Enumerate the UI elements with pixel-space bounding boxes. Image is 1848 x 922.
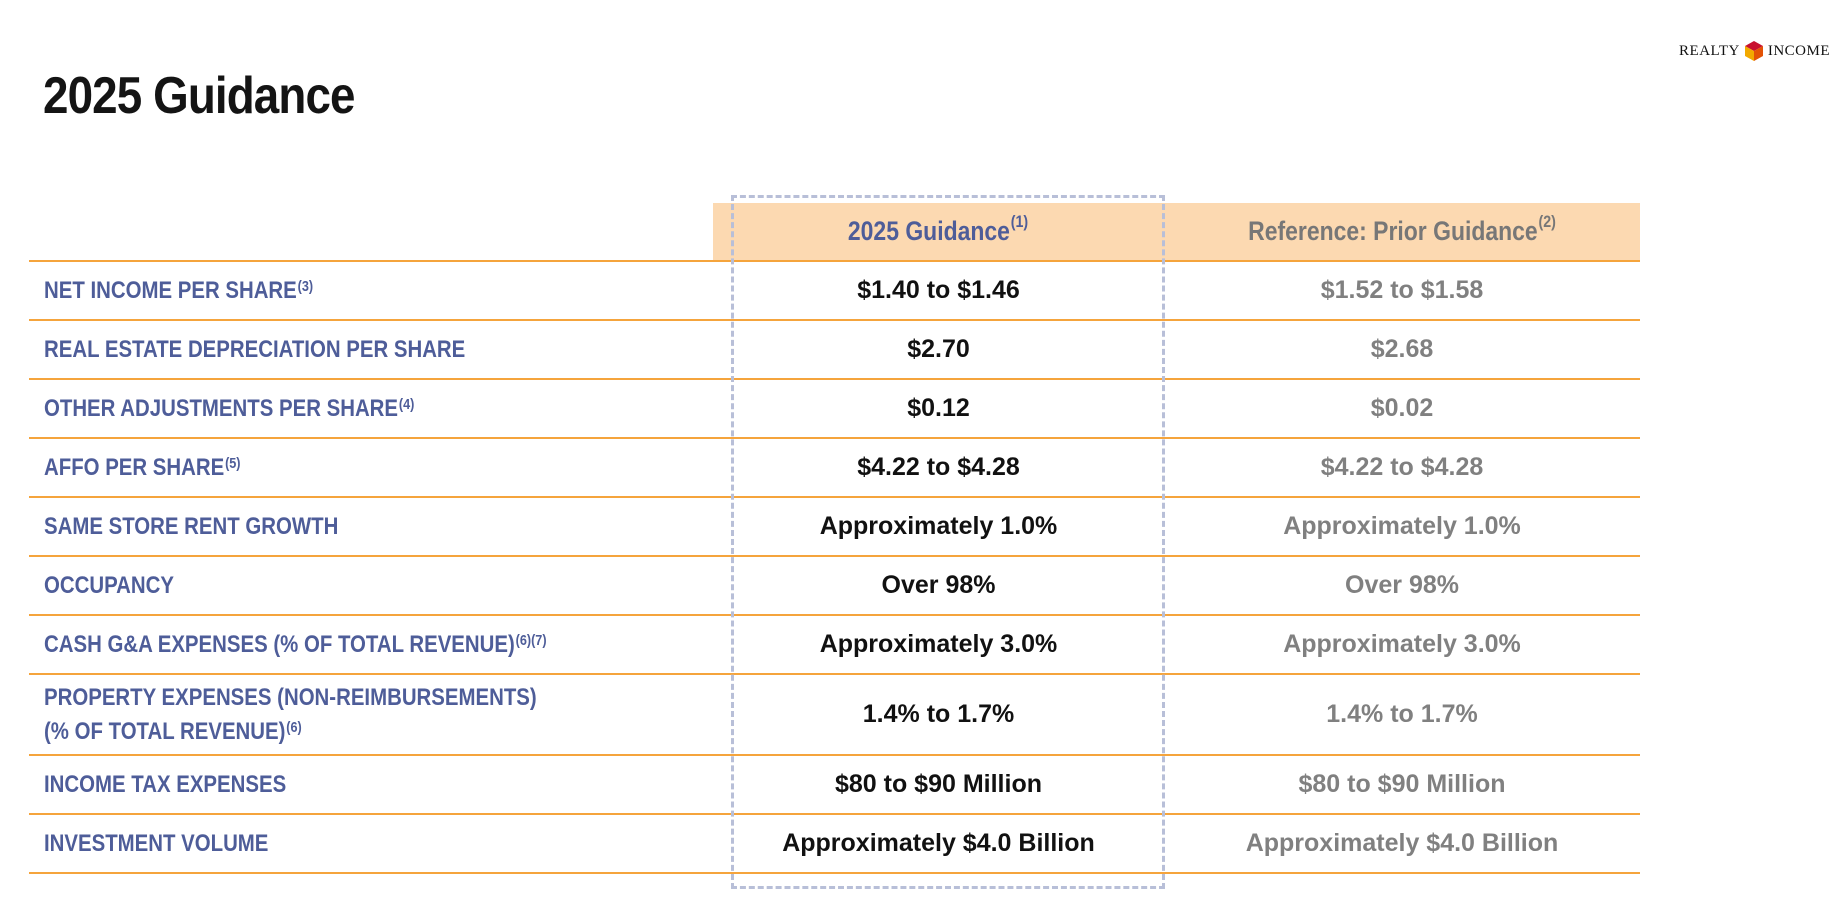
table-row-real-estate-depreciation: REAL ESTATE DEPRECIATION PER SHARE $2.70…: [29, 320, 1640, 380]
current-value: $1.40 to $1.46: [713, 261, 1164, 321]
logo-text-realty: REALTY: [1679, 42, 1740, 59]
row-label: PROPERTY EXPENSES (NON-REIMBURSEMENTS) (…: [29, 674, 713, 756]
footnote-ref: (6): [286, 719, 302, 736]
table-row-affo: AFFO PER SHARE(5) $4.22 to $4.28 $4.22 t…: [29, 438, 1640, 498]
current-value: Over 98%: [713, 556, 1164, 616]
footnote-ref: (6)(7): [515, 632, 547, 649]
row-label: AFFO PER SHARE(5): [29, 438, 713, 498]
table-row-income-tax-expenses: INCOME TAX EXPENSES $80 to $90 Million $…: [29, 755, 1640, 815]
prior-value: $80 to $90 Million: [1164, 755, 1640, 815]
current-value: $0.12: [713, 379, 1164, 439]
current-value: Approximately $4.0 Billion: [713, 814, 1164, 874]
row-label: INVESTMENT VOLUME: [29, 814, 713, 874]
guidance-table: 2025 Guidance(1) Reference: Prior Guidan…: [29, 203, 1640, 874]
table-row-property-expenses: PROPERTY EXPENSES (NON-REIMBURSEMENTS) (…: [29, 674, 1640, 756]
current-value: $2.70: [713, 320, 1164, 380]
prior-value: Approximately 3.0%: [1164, 615, 1640, 675]
table-row-cash-ga-expenses: CASH G&A EXPENSES (% OF TOTAL REVENUE)(6…: [29, 615, 1640, 675]
logo-text-income: INCOME: [1767, 42, 1830, 59]
row-label: OCCUPANCY: [29, 556, 713, 616]
current-value: Approximately 1.0%: [713, 497, 1164, 557]
table-header-row: 2025 Guidance(1) Reference: Prior Guidan…: [29, 203, 1640, 262]
footnote-ref: (3): [297, 278, 314, 295]
row-label: SAME STORE RENT GROWTH: [29, 497, 713, 557]
row-label: REAL ESTATE DEPRECIATION PER SHARE: [29, 320, 713, 380]
company-logo: REALTY INCOME: [1679, 40, 1830, 62]
row-label: CASH G&A EXPENSES (% OF TOTAL REVENUE)(6…: [29, 615, 713, 675]
prior-value: Approximately 1.0%: [1164, 497, 1640, 557]
prior-value: Over 98%: [1164, 556, 1640, 616]
footnote-ref: (2): [1538, 211, 1556, 231]
table-row-same-store-rent-growth: SAME STORE RENT GROWTH Approximately 1.0…: [29, 497, 1640, 557]
current-value: $4.22 to $4.28: [713, 438, 1164, 498]
page-title: 2025 Guidance: [43, 67, 355, 125]
prior-value: $1.52 to $1.58: [1164, 261, 1640, 321]
row-label: INCOME TAX EXPENSES: [29, 755, 713, 815]
realty-income-cube-icon: [1744, 41, 1763, 61]
row-label: OTHER ADJUSTMENTS PER SHARE(4): [29, 379, 713, 439]
table-row-investment-volume: INVESTMENT VOLUME Approximately $4.0 Bil…: [29, 814, 1640, 874]
prior-value: Approximately $4.0 Billion: [1164, 814, 1640, 874]
prior-value: $4.22 to $4.28: [1164, 438, 1640, 498]
header-blank-cell: [29, 203, 713, 262]
header-current-guidance: 2025 Guidance(1): [713, 203, 1164, 262]
prior-value: $2.68: [1164, 320, 1640, 380]
footnote-ref: (4): [398, 396, 415, 413]
footnote-ref: (1): [1011, 211, 1029, 231]
table-row-net-income: NET INCOME PER SHARE(3) $1.40 to $1.46 $…: [29, 261, 1640, 321]
header-prior-guidance: Reference: Prior Guidance(2): [1164, 203, 1640, 262]
row-label: NET INCOME PER SHARE(3): [29, 261, 713, 321]
footnote-ref: (5): [225, 455, 241, 472]
prior-value: $0.02: [1164, 379, 1640, 439]
current-value: Approximately 3.0%: [713, 615, 1164, 675]
prior-value: 1.4% to 1.7%: [1164, 674, 1640, 756]
table-row-occupancy: OCCUPANCY Over 98% Over 98%: [29, 556, 1640, 616]
table-row-other-adjustments: OTHER ADJUSTMENTS PER SHARE(4) $0.12 $0.…: [29, 379, 1640, 439]
current-value: $80 to $90 Million: [713, 755, 1164, 815]
current-value: 1.4% to 1.7%: [713, 674, 1164, 756]
